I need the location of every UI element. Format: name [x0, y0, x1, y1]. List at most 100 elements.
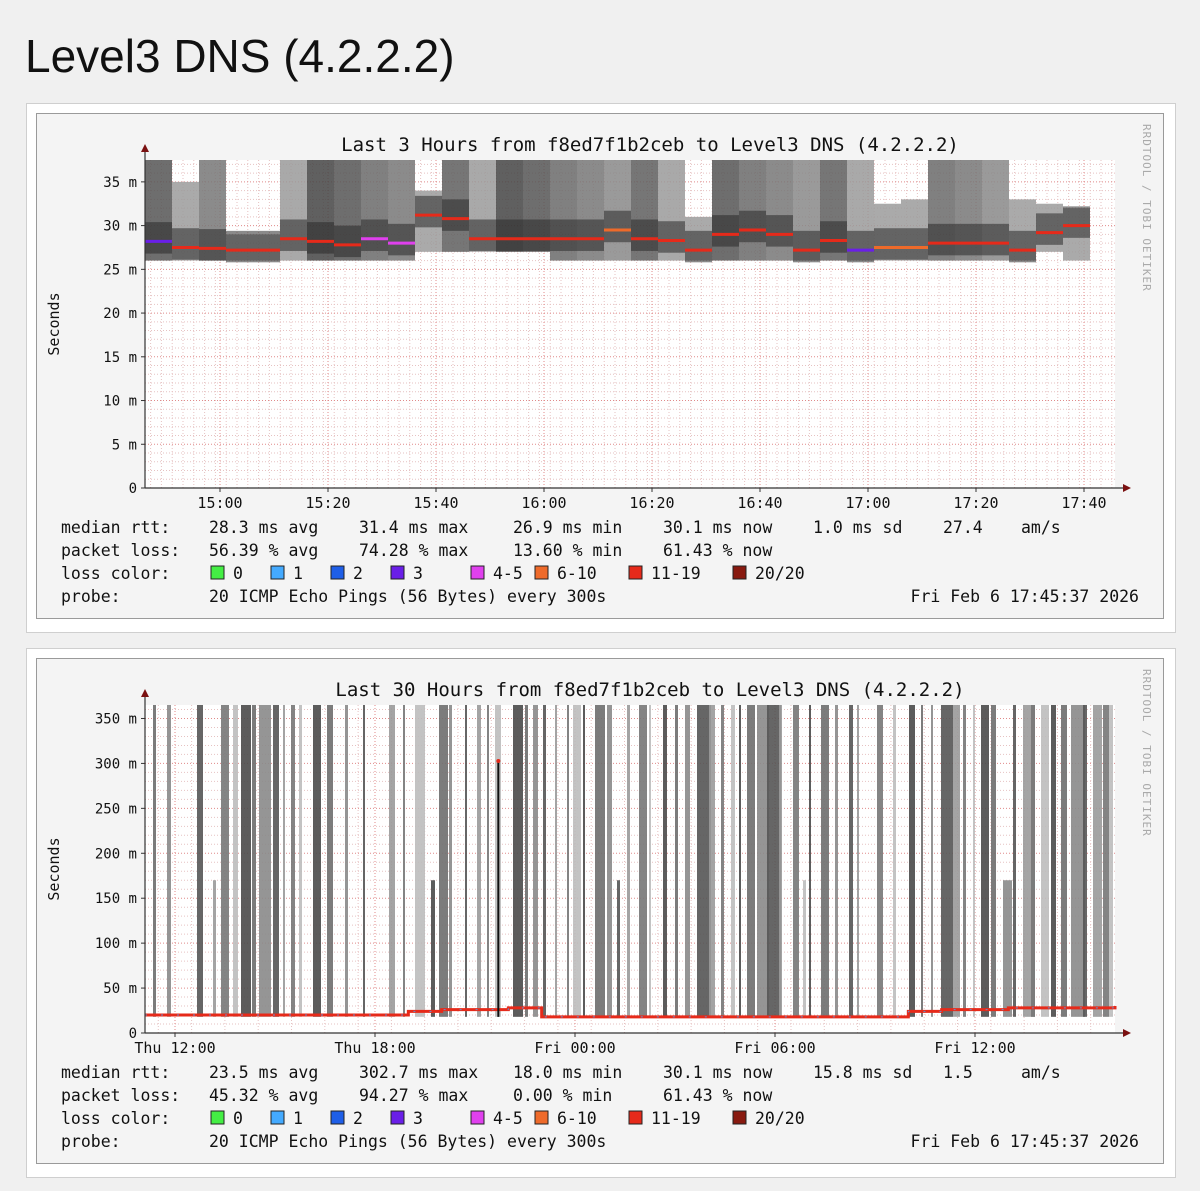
smoke-bar: [153, 705, 156, 1017]
loss-color-legend-label: 1: [293, 564, 303, 583]
x-tick-label: 16:20: [629, 494, 674, 512]
x-tick-label: Fri 06:00: [734, 1039, 815, 1057]
rrdtool-watermark: RRDTOOL / TOBI OETIKER: [1140, 124, 1153, 292]
smoke-bar: [403, 705, 405, 1017]
graph-3-hours: Last 3 Hours from f8ed7f1b2ceb to Level3…: [45, 124, 1153, 606]
y-tick-label: 300 m: [95, 756, 137, 772]
smoke-bar: [583, 705, 585, 1017]
graph-title: Last 3 Hours from f8ed7f1b2ceb to Level3…: [341, 134, 959, 156]
smoke-bar: [1093, 705, 1102, 1017]
smoke-band-inner: [469, 219, 496, 251]
smoke-bar: [1083, 705, 1087, 1017]
y-tick-label: 250 m: [95, 801, 137, 817]
loss-color-swatch: [732, 565, 747, 580]
y-axis-label: Seconds: [45, 837, 63, 900]
smoke-bar: [1109, 705, 1113, 1017]
smoke-bar: [233, 705, 238, 1017]
y-tick-label: 5 m: [112, 437, 137, 453]
smoke-bar: [543, 705, 546, 1017]
loss-color-legend-label: 2: [353, 1109, 363, 1128]
smoke-bar: [439, 705, 448, 1017]
smoke-bar: [991, 705, 996, 1017]
smoke-band-inner: [766, 215, 793, 247]
x-tick-label: 15:00: [197, 494, 242, 512]
smoke-bar: [953, 705, 960, 1017]
smoke-band-inner: [442, 199, 469, 231]
smoke-bar: [513, 705, 523, 1017]
smoke-bar: [197, 705, 203, 1017]
smoke-bar: [663, 705, 667, 1017]
smoke-bar: [803, 880, 806, 1017]
smoke-bar: [221, 705, 229, 1017]
smoke-bar: [1003, 880, 1012, 1017]
smoke-bar: [1061, 705, 1067, 1017]
loss-color-swatch: [390, 565, 405, 580]
graph-timestamp: Fri Feb 6 17:45:37 2026: [911, 1132, 1139, 1151]
smoke-band-inner: [739, 210, 766, 243]
smoke-band-inner: [1009, 230, 1036, 263]
y-tick-label: 350 m: [95, 711, 137, 727]
x-tick-label: 17:20: [953, 494, 998, 512]
smoke-band-inner: [928, 223, 955, 256]
y-tick-label: 30 m: [103, 219, 137, 235]
smoke-band-inner: [226, 230, 253, 263]
smoke-bar: [779, 705, 782, 1017]
x-axis-arrow: [1123, 1029, 1131, 1037]
smoke-band-inner: [145, 222, 172, 254]
loss-color-legend-label: 3: [413, 564, 423, 583]
rtt-stat: am/s: [1021, 518, 1061, 537]
smoke-bar: [821, 705, 829, 1017]
smoke-bar: [709, 705, 715, 1017]
smoke-bar: [555, 705, 557, 1017]
rtt-stat: am/s: [1021, 1063, 1061, 1082]
loss-color-swatch: [330, 1110, 345, 1125]
y-tick-label: 25 m: [103, 262, 137, 278]
smoke-band-inner: [604, 210, 631, 243]
smoke-bar: [1051, 705, 1056, 1017]
graph-title: Last 30 Hours from f8ed7f1b2ceb to Level…: [335, 679, 964, 701]
smoke-band-inner: [982, 223, 1009, 256]
x-tick-label: Fri 12:00: [934, 1039, 1015, 1057]
rtt-label: median rtt:: [61, 1063, 170, 1082]
probe-label: probe:: [61, 587, 121, 606]
smoke-bar: [639, 705, 647, 1017]
smoke-bar: [1041, 705, 1049, 1017]
smoke-bar: [213, 880, 216, 1017]
smoke-bar: [757, 705, 769, 1017]
smoke-bar: [595, 705, 605, 1017]
smoke-band-inner: [199, 229, 226, 261]
smoke-band-inner: [307, 222, 334, 254]
loss-color-swatch: [628, 1110, 643, 1125]
rtt-label: median rtt:: [61, 518, 170, 537]
smoke-bar: [345, 705, 348, 1017]
loss-color-legend-label: 20/20: [755, 1109, 805, 1128]
rtt-stat: 27.4: [943, 518, 983, 537]
loss-color-legend-label: 0: [233, 1109, 243, 1128]
smoke-band-inner: [658, 221, 685, 253]
probe-description: 20 ICMP Echo Pings (56 Bytes) every 300s: [209, 587, 606, 606]
smoke-band-inner: [955, 223, 982, 256]
smoke-band-inner: [1063, 206, 1090, 238]
smoke-band-inner: [334, 225, 361, 258]
x-tick-label: 16:00: [521, 494, 566, 512]
smoke-band-inner: [415, 195, 442, 228]
loss-color-swatch: [534, 1110, 549, 1125]
smoke-bar: [981, 705, 989, 1017]
y-tick-label: 100 m: [95, 936, 137, 952]
loss-stat: 56.39 % avg: [209, 541, 318, 560]
loss-color-legend-label: 3: [413, 1109, 423, 1128]
loss-color-legend-label: 2: [353, 564, 363, 583]
graph-frame: Last 30 Hours from f8ed7f1b2ceb to Level…: [36, 658, 1164, 1164]
smoke-bar: [487, 705, 489, 1017]
smoke-bar: [893, 705, 896, 1017]
rtt-stat: 302.7 ms max: [359, 1063, 478, 1082]
loss-stat: 13.60 % min: [513, 541, 622, 560]
smoke-bar: [533, 705, 538, 1017]
graph-card-3-hours: Last 3 Hours from f8ed7f1b2ceb to Level3…: [26, 103, 1176, 633]
smoke-band-inner: [523, 219, 550, 251]
rtt-stat: 15.8 ms sd: [813, 1063, 912, 1082]
smoke-bar: [415, 705, 425, 1017]
rtt-stat: 1.5: [943, 1063, 973, 1082]
y-axis-arrow: [141, 144, 149, 152]
y-tick-label: 20 m: [103, 306, 137, 322]
